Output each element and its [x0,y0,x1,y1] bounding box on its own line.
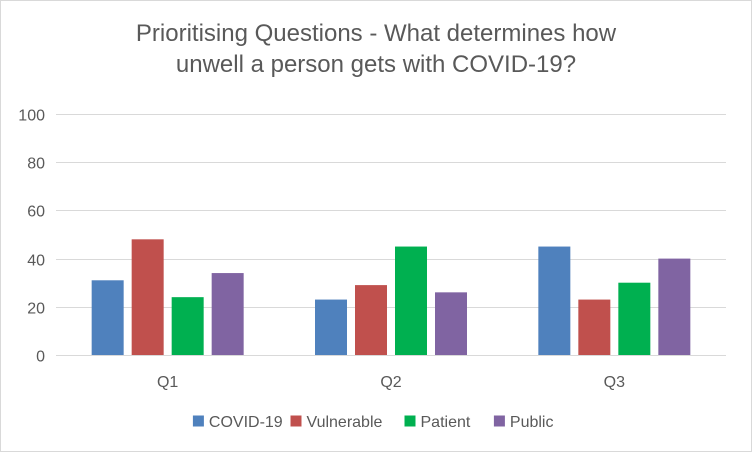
bar-covid-19-q2 [315,299,347,355]
y-tick-label: 20 [27,301,45,318]
bars [91,239,691,355]
y-tick-label: 80 [27,156,45,173]
legend-item-public: Public [493,414,554,431]
legend-item-covid-19: COVID-19 [192,414,283,431]
bar-vulnerable-q1 [131,239,164,355]
legend-swatch-public [493,415,505,427]
legend-swatch-covid-19 [192,415,204,427]
legend-item-patient: Patient [404,414,471,431]
bar-vulnerable-q3 [578,299,611,355]
legend: COVID-19 Vulnerable Patient Public [192,414,554,431]
legend-label-covid-19: COVID-19 [209,414,283,431]
legend-swatch-vulnerable [290,415,302,427]
y-tick-label: 40 [27,253,45,270]
legend-label-patient: Patient [421,414,471,431]
chart-title-line-2: unwell a person gets with COVID-19? [175,51,577,78]
x-tick-label: Q2 [380,374,401,391]
bar-patient-q3 [618,282,651,355]
chart-title-line-1: Prioritising Questions - What determines… [135,20,617,47]
axes: 0 20 40 60 80 100 Q1 Q2 Q3 [18,108,726,391]
legend-swatch-patient [404,415,416,427]
y-tick-label: 60 [27,204,45,221]
y-tick-label: 0 [36,349,45,366]
chart-title: Prioritising Questions - What determines… [1,18,751,80]
bar-covid-19-q3 [538,246,571,355]
bar-patient-q2 [395,246,427,355]
bar-covid-19-q1 [91,280,124,355]
legend-label-vulnerable: Vulnerable [307,414,383,431]
bar-public-q3 [658,258,691,355]
bar-patient-q1 [171,297,204,355]
x-tick-label: Q3 [604,374,625,391]
legend-item-vulnerable: Vulnerable [290,414,383,431]
y-tick-label: 100 [18,108,45,125]
legend-label-public: Public [510,414,554,431]
bar-public-q2 [435,292,467,355]
x-tick-label: Q1 [157,374,178,391]
bar-vulnerable-q2 [355,285,387,355]
bar-public-q1 [211,273,244,355]
